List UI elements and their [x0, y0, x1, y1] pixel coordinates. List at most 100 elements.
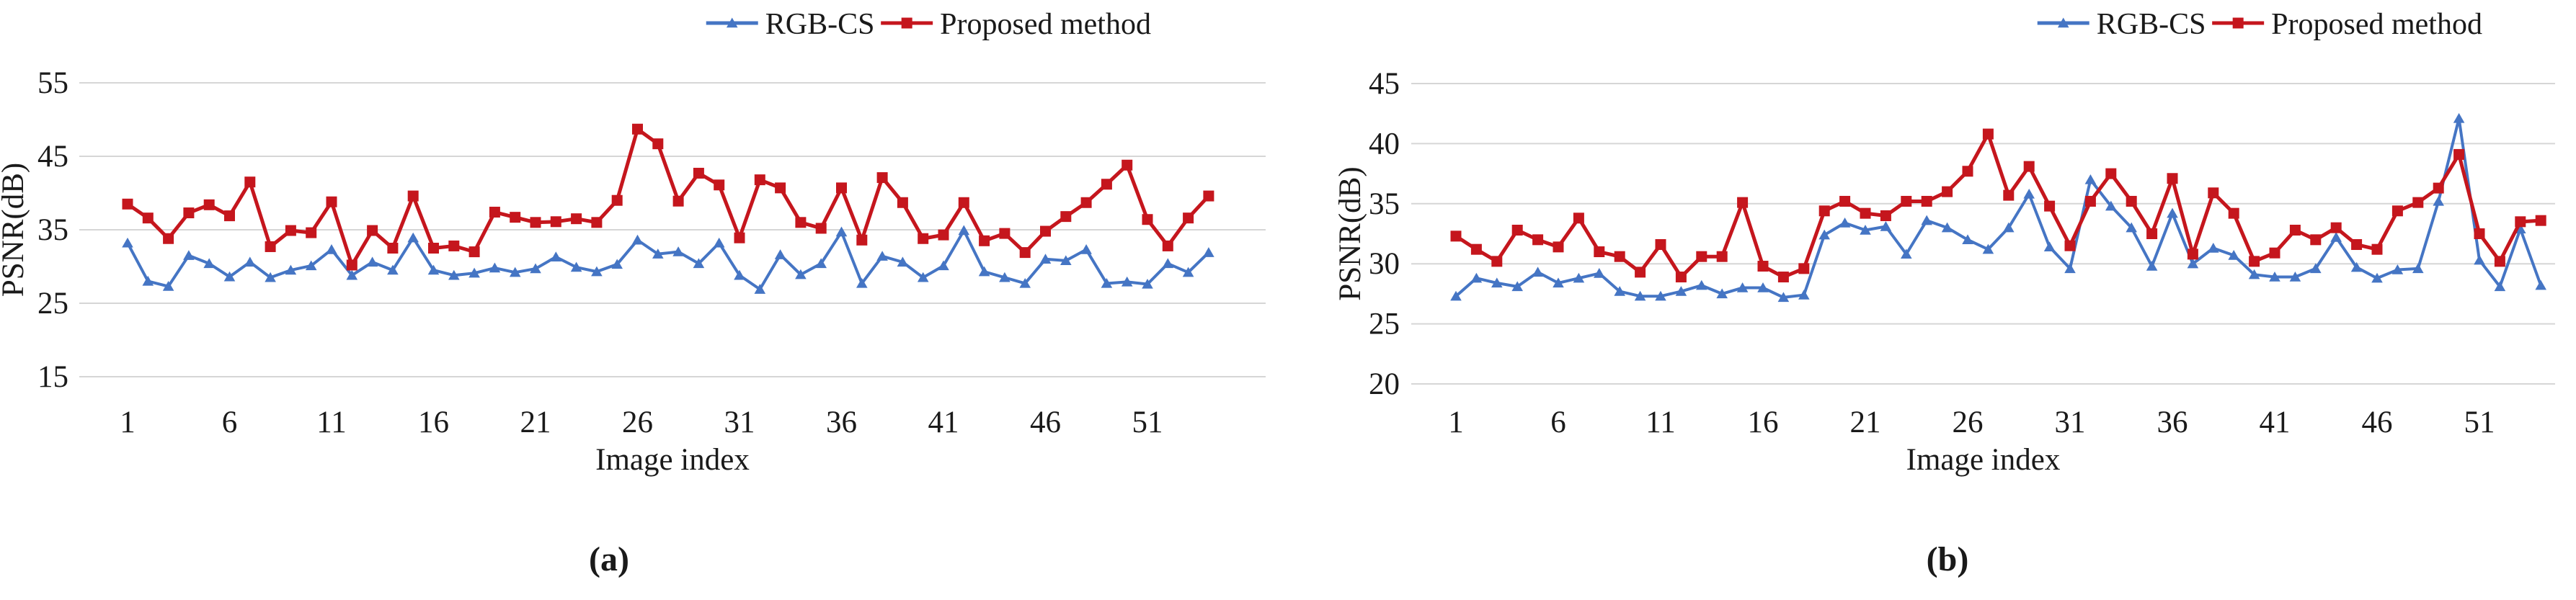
data-point-marker: [734, 232, 745, 243]
x-tick-label: 16: [418, 406, 449, 439]
chart-caption: (b): [1927, 540, 1969, 578]
data-point-marker: [1655, 239, 1666, 251]
data-point-marker: [387, 264, 399, 275]
data-point-marker: [795, 217, 807, 228]
data-point-marker: [1696, 279, 1707, 290]
data-point-marker: [326, 196, 337, 207]
data-point-marker: [2249, 256, 2260, 267]
data-point-marker: [1635, 267, 1646, 278]
data-point-marker: [224, 210, 235, 222]
y-tick-label: 20: [1369, 367, 1400, 401]
data-point-marker: [203, 199, 215, 210]
data-point-marker: [754, 174, 765, 186]
data-point-marker: [1777, 292, 1790, 303]
data-point-marker: [448, 269, 460, 280]
data-point-marker: [775, 182, 786, 194]
data-point-marker: [979, 235, 990, 246]
data-point-marker: [611, 259, 623, 269]
data-point-marker: [1101, 277, 1113, 288]
legend-item: Proposed method: [2212, 8, 2482, 41]
data-point-marker: [726, 17, 738, 28]
data-point-marker: [122, 237, 133, 248]
data-point-marker: [2084, 174, 2097, 184]
data-point-marker: [876, 251, 888, 261]
data-point-marker: [162, 281, 174, 291]
data-point-marker: [1818, 205, 1830, 217]
x-tick-label: 6: [222, 406, 238, 439]
y-tick-label: 15: [37, 360, 68, 394]
data-point-marker: [2289, 224, 2301, 236]
y-axis-title: PSNR(dB): [0, 163, 30, 297]
data-point-marker: [958, 225, 970, 236]
y-axis-title: PSNR(dB): [1333, 166, 1367, 300]
data-point-marker: [1982, 128, 1994, 140]
data-point-marker: [163, 233, 174, 244]
data-point-marker: [2351, 239, 2363, 251]
data-point-marker: [2515, 216, 2526, 228]
data-point-marker: [2044, 200, 2056, 212]
data-point-marker: [2535, 279, 2546, 290]
data-point-marker: [901, 17, 912, 29]
data-point-marker: [2269, 272, 2280, 282]
data-point-marker: [2167, 173, 2178, 184]
data-point-marker: [2126, 195, 2137, 207]
data-point-marker: [978, 266, 990, 277]
data-point-marker: [1532, 267, 1544, 277]
data-point-marker: [856, 234, 868, 246]
data-point-marker: [203, 258, 215, 269]
data-point-marker: [2391, 205, 2403, 217]
data-point-marker: [1183, 212, 1194, 224]
data-point-marker: [1491, 277, 1503, 288]
y-tick-label: 35: [37, 213, 68, 247]
data-point-marker: [1511, 281, 1523, 292]
data-point-marker: [2126, 222, 2137, 233]
data-point-marker: [2208, 243, 2219, 253]
legend-label: Proposed method: [2271, 8, 2482, 41]
data-point-marker: [1860, 207, 1871, 219]
data-point-marker: [285, 225, 296, 236]
x-tick-label: 21: [520, 406, 551, 439]
data-point-marker: [2146, 261, 2158, 271]
data-point-marker: [1696, 251, 1707, 262]
x-tick-label: 26: [622, 406, 653, 439]
data-point-marker: [652, 248, 664, 259]
data-point-marker: [1573, 272, 1585, 283]
data-point-marker: [1716, 251, 1728, 262]
data-point-marker: [1675, 272, 1687, 283]
data-point-marker: [714, 179, 725, 191]
data-point-marker: [183, 250, 195, 260]
data-point-marker: [2167, 207, 2178, 218]
y-tick-label: 35: [1369, 187, 1400, 221]
y-tick-label: 45: [37, 140, 68, 174]
data-point-marker: [1921, 195, 1932, 207]
series-line-rgb-cs: [1454, 117, 2543, 299]
data-point-marker: [2064, 263, 2076, 274]
data-point-marker: [1594, 268, 1605, 278]
data-point-marker: [1839, 217, 1851, 228]
data-point-marker: [1060, 211, 1072, 223]
data-point-marker: [2433, 182, 2444, 194]
data-point-marker: [142, 212, 154, 224]
data-point-marker: [672, 246, 684, 256]
data-point-marker: [2330, 222, 2342, 233]
data-point-marker: [1203, 247, 1214, 257]
data-point-marker: [2248, 269, 2260, 279]
data-point-marker: [1470, 272, 1483, 283]
data-point-marker: [1901, 248, 1912, 259]
data-point-marker: [489, 262, 501, 273]
legend: RGB-CS Proposed method: [706, 8, 1151, 41]
data-point-marker: [1553, 277, 1564, 288]
chart-panel-a: 15 25 35 45 55 1 6 11 16 21 26 31 36 41 46 51 PSNR(dB) Im…: [0, 8, 1266, 578]
y-tick-label: 55: [37, 66, 68, 100]
x-tick-label: 6: [1550, 406, 1566, 439]
x-tick-label: 31: [724, 406, 755, 439]
x-axis-title: Image index: [1906, 443, 2061, 477]
x-tick-label: 11: [1645, 406, 1675, 439]
legend-item: RGB-CS: [2037, 8, 2206, 41]
data-point-marker: [2371, 272, 2383, 283]
data-point-marker: [265, 241, 276, 252]
data-point-marker: [2371, 243, 2383, 255]
data-point-marker: [918, 233, 929, 244]
data-point-marker: [1182, 267, 1194, 277]
data-point-marker: [407, 232, 419, 243]
